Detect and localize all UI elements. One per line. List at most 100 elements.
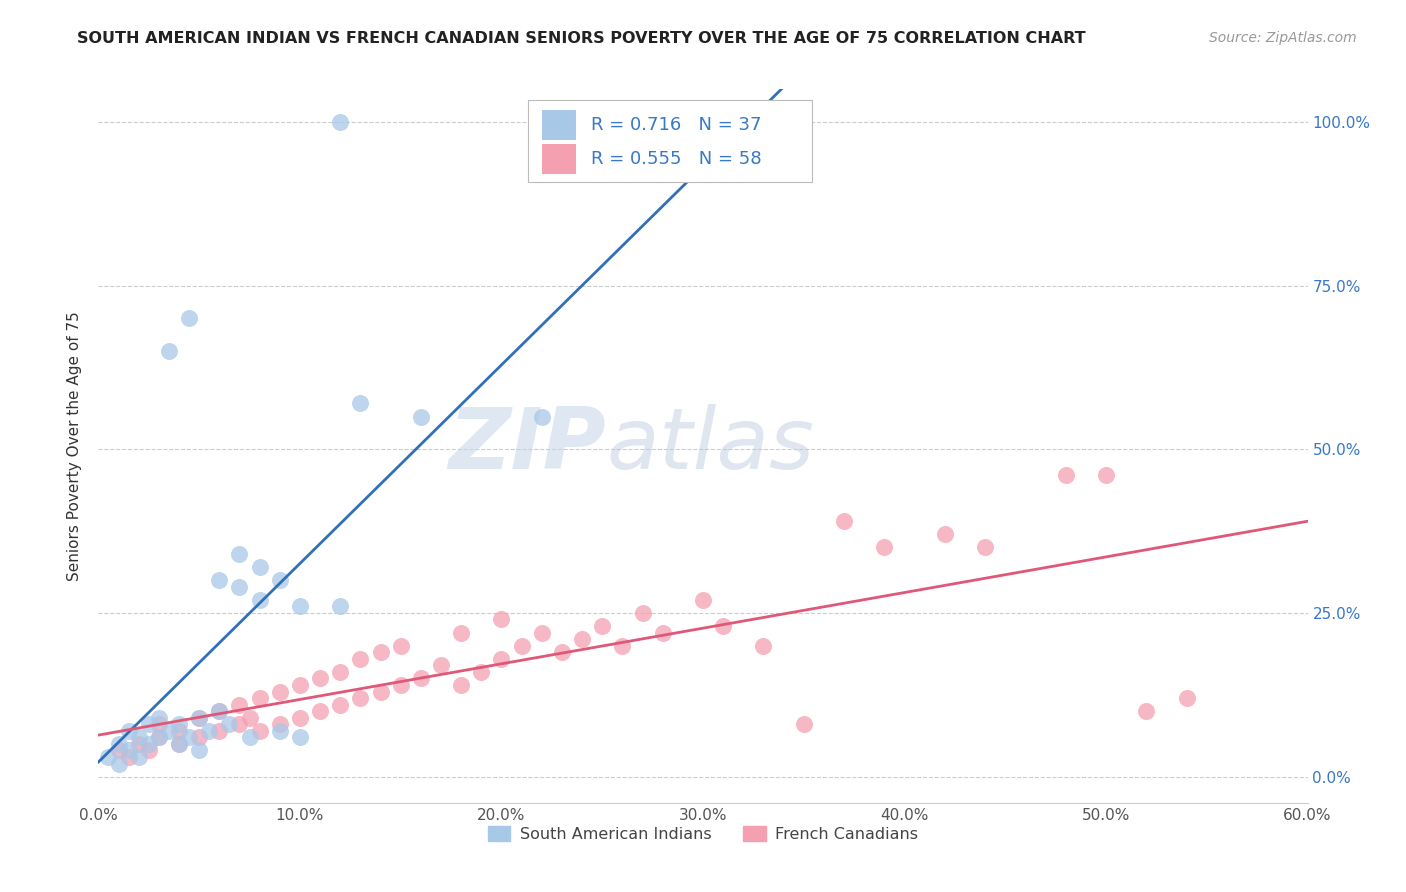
- Point: [179, 311, 201, 326]
- Point: [128, 731, 150, 745]
- Point: [157, 723, 180, 738]
- Point: [228, 547, 250, 561]
- Point: [329, 599, 352, 614]
- Point: [107, 756, 129, 771]
- Point: [148, 711, 170, 725]
- Point: [188, 711, 211, 725]
- Point: [450, 625, 472, 640]
- Point: [309, 704, 332, 718]
- Point: [208, 723, 231, 738]
- Point: [1175, 691, 1198, 706]
- Point: [934, 527, 956, 541]
- Point: [198, 723, 221, 738]
- Point: [349, 396, 371, 410]
- Point: [370, 684, 392, 698]
- Point: [491, 652, 513, 666]
- Point: [218, 717, 240, 731]
- Point: [288, 599, 311, 614]
- Point: [167, 717, 190, 731]
- Text: ZIP: ZIP: [449, 404, 606, 488]
- Point: [974, 541, 997, 555]
- Point: [711, 619, 734, 633]
- Point: [329, 698, 352, 712]
- Point: [157, 344, 180, 359]
- Point: [571, 632, 593, 647]
- Point: [208, 573, 231, 587]
- Point: [148, 731, 170, 745]
- Point: [793, 717, 815, 731]
- Point: [179, 731, 201, 745]
- Point: [228, 580, 250, 594]
- Point: [239, 731, 262, 745]
- Point: [530, 409, 553, 424]
- Point: [530, 625, 553, 640]
- Point: [389, 639, 412, 653]
- Point: [228, 717, 250, 731]
- Point: [1054, 468, 1077, 483]
- Text: SOUTH AMERICAN INDIAN VS FRENCH CANADIAN SENIORS POVERTY OVER THE AGE OF 75 CORR: SOUTH AMERICAN INDIAN VS FRENCH CANADIAN…: [77, 31, 1085, 46]
- Point: [167, 723, 190, 738]
- Point: [208, 704, 231, 718]
- Point: [118, 723, 141, 738]
- Point: [128, 750, 150, 764]
- Point: [269, 684, 291, 698]
- Text: R = 0.555   N = 58: R = 0.555 N = 58: [591, 150, 761, 168]
- Point: [167, 737, 190, 751]
- Point: [249, 691, 271, 706]
- Point: [188, 711, 211, 725]
- Point: [491, 612, 513, 626]
- Point: [249, 723, 271, 738]
- Point: [288, 678, 311, 692]
- Point: [832, 514, 855, 528]
- Point: [551, 645, 574, 659]
- Point: [430, 658, 453, 673]
- Point: [450, 678, 472, 692]
- Point: [752, 639, 775, 653]
- Text: atlas: atlas: [606, 404, 814, 488]
- Point: [97, 750, 120, 764]
- Point: [692, 592, 714, 607]
- Point: [370, 645, 392, 659]
- Point: [107, 737, 129, 751]
- Text: Source: ZipAtlas.com: Source: ZipAtlas.com: [1209, 31, 1357, 45]
- Point: [349, 652, 371, 666]
- Point: [1095, 468, 1118, 483]
- Point: [389, 678, 412, 692]
- Point: [409, 672, 432, 686]
- Point: [249, 592, 271, 607]
- Legend: South American Indians, French Canadians: South American Indians, French Canadians: [481, 820, 925, 848]
- Point: [148, 731, 170, 745]
- Point: [107, 743, 129, 757]
- Point: [470, 665, 492, 679]
- Y-axis label: Seniors Poverty Over the Age of 75: Seniors Poverty Over the Age of 75: [67, 311, 83, 581]
- Point: [269, 723, 291, 738]
- FancyBboxPatch shape: [543, 144, 576, 174]
- Point: [409, 409, 432, 424]
- Point: [138, 743, 160, 757]
- Point: [269, 717, 291, 731]
- Point: [1135, 704, 1157, 718]
- Point: [208, 704, 231, 718]
- Point: [651, 625, 673, 640]
- Point: [228, 698, 250, 712]
- Point: [329, 665, 352, 679]
- Point: [118, 743, 141, 757]
- Point: [288, 731, 311, 745]
- Text: R = 0.716   N = 37: R = 0.716 N = 37: [591, 116, 761, 134]
- FancyBboxPatch shape: [543, 110, 576, 139]
- Point: [138, 717, 160, 731]
- Point: [591, 619, 613, 633]
- Point: [631, 606, 654, 620]
- Point: [138, 737, 160, 751]
- Point: [239, 711, 262, 725]
- Point: [188, 731, 211, 745]
- Point: [329, 115, 352, 129]
- Point: [612, 639, 634, 653]
- Point: [167, 737, 190, 751]
- Point: [249, 560, 271, 574]
- Point: [148, 717, 170, 731]
- Point: [309, 672, 332, 686]
- Point: [510, 639, 533, 653]
- Point: [188, 743, 211, 757]
- Point: [269, 573, 291, 587]
